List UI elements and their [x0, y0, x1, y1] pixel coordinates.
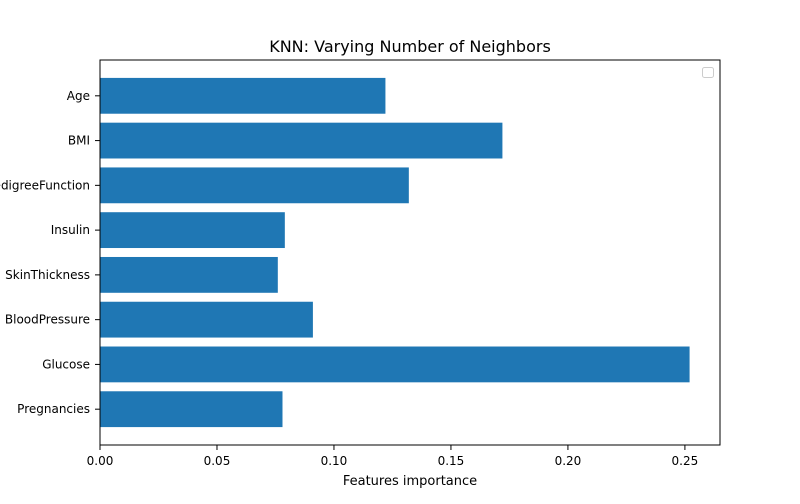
x-tick-label: 0.20 — [555, 454, 582, 468]
bar-pregnancies — [100, 391, 283, 428]
y-tick-label-bmi: BMI — [68, 134, 90, 148]
x-tick-label: 0.05 — [204, 454, 231, 468]
y-tick-label-glucose: Glucose — [42, 357, 90, 371]
bar-glucose — [100, 346, 690, 383]
x-tick-label: 0.00 — [87, 454, 114, 468]
y-tick-label-age: Age — [67, 89, 90, 103]
plot-frame — [99, 59, 721, 446]
x-axis-label: Features importance — [343, 474, 477, 489]
chart-title: KNN: Varying Number of Neighbors — [269, 37, 551, 56]
bar-age — [100, 77, 386, 114]
y-tick-label-bloodpressure: BloodPressure — [5, 313, 90, 327]
legend-box — [702, 67, 714, 78]
y-tick-label-pregnancies: Pregnancies — [17, 402, 90, 416]
bar-diabetespedigreefunction — [100, 167, 409, 204]
axes-layer: 0.00 0.05 0.10 0.15 0.20 0.25 Pregnancies Gluco… — [0, 59, 721, 468]
bar-insulin — [100, 212, 285, 249]
x-tick-label: 0.10 — [321, 454, 348, 468]
bar-bmi — [100, 122, 503, 159]
bars-layer — [100, 77, 690, 428]
y-tick-label-insulin: Insulin — [51, 223, 90, 237]
bar-skinthickness — [100, 256, 278, 293]
x-tick-label: 0.25 — [672, 454, 699, 468]
x-tick-label: 0.15 — [438, 454, 465, 468]
bar-bloodpressure — [100, 301, 313, 338]
y-tick-label-diabetespedigreefunction: DiabetesPedigreeFunction — [0, 178, 90, 192]
y-tick-label-skinthickness: SkinThickness — [5, 268, 90, 282]
